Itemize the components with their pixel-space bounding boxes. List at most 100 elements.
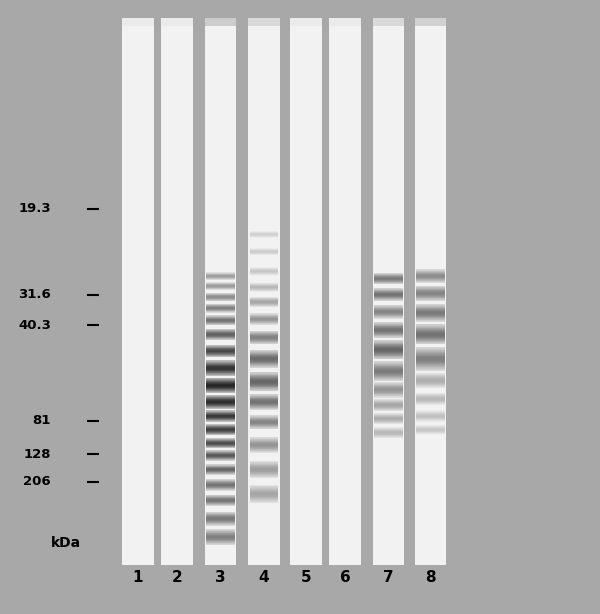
Bar <box>374 377 403 378</box>
Bar <box>250 497 278 498</box>
Bar <box>250 485 278 486</box>
Bar <box>374 354 403 355</box>
Bar <box>250 473 278 474</box>
Bar <box>206 540 235 541</box>
Bar <box>250 378 278 379</box>
Bar <box>374 378 403 379</box>
Bar <box>374 331 403 332</box>
Bar <box>374 366 403 367</box>
Bar <box>250 376 278 377</box>
Bar <box>250 354 278 355</box>
Bar <box>374 292 403 293</box>
Bar <box>416 318 445 319</box>
Bar <box>206 362 235 363</box>
Bar <box>206 374 235 375</box>
Bar <box>122 21 154 565</box>
Bar <box>250 379 278 380</box>
Bar <box>206 398 235 399</box>
Bar <box>374 348 403 349</box>
Bar <box>374 368 403 370</box>
Bar <box>416 374 445 375</box>
Bar <box>416 370 445 371</box>
Bar <box>416 314 445 315</box>
Bar <box>206 402 235 403</box>
Bar <box>250 420 278 421</box>
Bar <box>250 487 278 488</box>
Bar <box>206 392 235 393</box>
Bar <box>206 372 235 373</box>
Bar <box>416 311 445 312</box>
Text: 1: 1 <box>133 570 143 585</box>
Bar <box>374 352 403 353</box>
Bar <box>374 375 403 376</box>
Bar <box>250 405 278 406</box>
Bar <box>250 359 278 360</box>
Bar <box>250 476 278 477</box>
Bar <box>374 376 403 378</box>
Bar <box>374 328 403 329</box>
Bar <box>416 330 445 331</box>
Bar <box>374 391 403 392</box>
Bar <box>250 343 278 344</box>
Bar <box>250 396 278 397</box>
Bar <box>416 306 445 307</box>
Bar <box>250 501 278 502</box>
Bar <box>250 419 278 420</box>
Bar <box>374 327 403 328</box>
Bar <box>250 461 278 462</box>
Text: 31.6: 31.6 <box>18 288 51 301</box>
Bar <box>250 489 278 490</box>
Bar <box>206 401 235 402</box>
Bar <box>374 332 403 333</box>
Bar <box>250 475 278 476</box>
Bar <box>250 355 278 356</box>
Bar <box>250 330 278 332</box>
Bar <box>206 395 235 396</box>
Bar <box>374 342 403 343</box>
Bar <box>161 21 193 565</box>
Bar <box>206 365 235 366</box>
Bar <box>206 403 235 404</box>
Bar <box>206 531 235 532</box>
Bar <box>374 327 403 328</box>
Bar <box>416 379 445 380</box>
Bar <box>374 337 403 338</box>
Bar <box>374 291 403 292</box>
Bar <box>374 366 403 367</box>
Bar <box>374 371 403 372</box>
Bar <box>416 387 445 389</box>
Bar <box>374 383 403 384</box>
Bar <box>416 395 445 396</box>
Bar <box>250 438 278 439</box>
Bar <box>416 309 445 310</box>
Bar <box>206 532 235 533</box>
Bar <box>374 402 403 403</box>
Bar <box>416 299 445 300</box>
Bar <box>206 368 235 369</box>
Bar <box>206 348 235 349</box>
Bar <box>416 330 445 331</box>
Bar <box>374 326 403 327</box>
Bar <box>416 317 445 318</box>
Bar <box>250 472 278 473</box>
Bar <box>416 382 445 383</box>
Bar <box>206 405 235 406</box>
Bar <box>250 357 278 359</box>
Bar <box>374 369 403 370</box>
Bar <box>416 401 445 402</box>
Bar <box>206 354 235 355</box>
Bar <box>416 293 445 294</box>
Bar <box>250 426 278 427</box>
Bar <box>250 360 278 361</box>
Bar <box>374 362 403 363</box>
Bar <box>374 300 403 301</box>
Bar <box>250 418 278 419</box>
Bar <box>250 492 278 494</box>
Bar <box>374 355 403 356</box>
Bar <box>250 442 278 443</box>
Bar <box>416 311 445 313</box>
Bar <box>250 502 278 503</box>
Bar <box>416 276 445 277</box>
Bar <box>416 399 445 400</box>
Bar <box>206 396 235 397</box>
